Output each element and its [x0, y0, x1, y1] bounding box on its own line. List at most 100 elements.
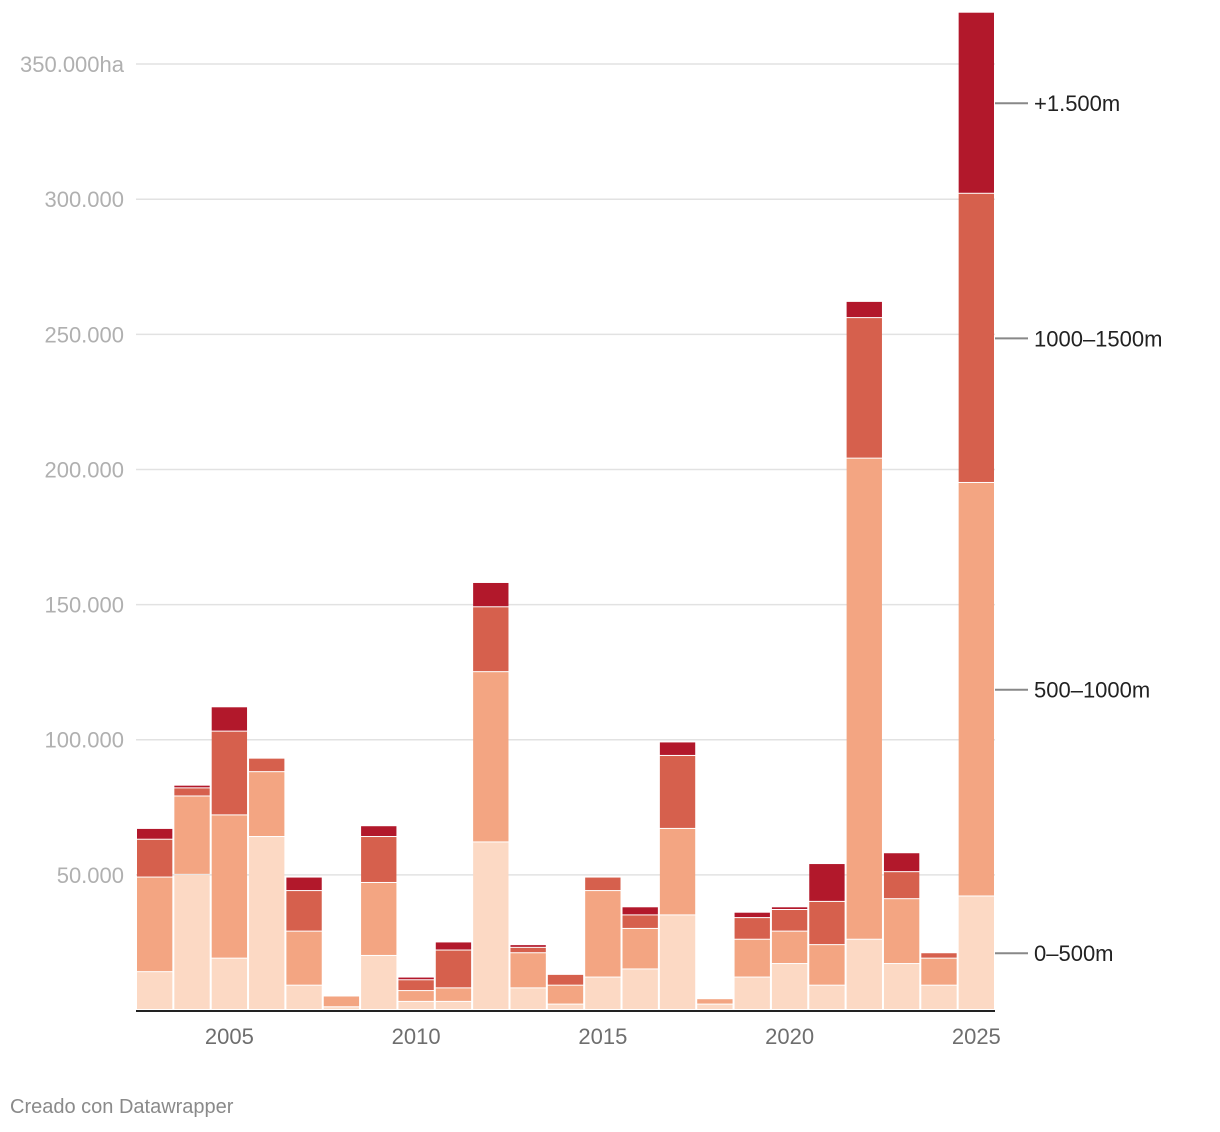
legend-label: 0–500m [1034, 941, 1114, 966]
y-tick-label: 350.000ha [20, 52, 125, 77]
bar-segment-2016-s1 [622, 928, 658, 969]
bar-segment-2011-s1 [435, 988, 472, 1001]
bar-segment-2024-s0 [921, 985, 957, 1009]
bar-segment-2011-s3 [435, 942, 472, 950]
x-tick-label: 2020 [765, 1024, 814, 1049]
bar-segment-2010-s3 [398, 977, 434, 980]
bar-segment-2008-s1 [323, 996, 360, 1007]
bar-segment-2017-s2 [659, 755, 696, 828]
bar-segment-2010-s1 [398, 991, 434, 1001]
bar-segment-2003-s3 [137, 828, 173, 839]
bar-segment-2005-s0 [211, 958, 248, 1009]
bar-segment-2009-s2 [361, 837, 397, 882]
bar-segment-2019-s2 [734, 918, 770, 939]
bar-segment-2006-s0 [249, 837, 285, 1009]
bar-segment-2016-s3 [622, 907, 658, 915]
legend-label: +1.500m [1034, 91, 1120, 116]
bar-segment-2010-s2 [398, 980, 434, 991]
bar-segment-2014-s1 [547, 985, 584, 1004]
bar-segment-2019-s0 [734, 977, 770, 1009]
bar-segment-2021-s0 [809, 985, 845, 1009]
y-tick-label: 50.000 [57, 863, 124, 888]
bar-segment-2022-s0 [846, 939, 882, 1009]
bar-segment-2010-s0 [398, 1001, 434, 1009]
bar-segment-2013-s2 [510, 947, 546, 953]
y-tick-label: 200.000 [44, 457, 124, 482]
bar-segment-2025-s1 [958, 482, 994, 896]
bar-segment-2015-s0 [585, 977, 621, 1009]
bar-segment-2007-s2 [286, 891, 322, 931]
bar-segment-2023-s3 [883, 853, 920, 872]
bar-segment-2006-s2 [249, 758, 285, 772]
bar-segment-2012-s1 [473, 672, 509, 842]
bar-segment-2009-s0 [361, 955, 397, 1009]
x-tick-label: 2025 [952, 1024, 1001, 1049]
legend: 0–500m 500–1000m 1000–1500m +1.500m [995, 91, 1162, 966]
bar-segment-2004-s0 [174, 874, 210, 1009]
bar-segment-2005-s2 [211, 731, 248, 815]
bar-segment-2012-s3 [473, 582, 509, 607]
bar-segment-2011-s0 [435, 1001, 472, 1009]
bar-segment-2018-s1 [697, 999, 733, 1004]
bar-segment-2004-s1 [174, 796, 210, 874]
bar-segment-2023-s0 [883, 964, 920, 1009]
bar-segment-2008-s0 [323, 1007, 360, 1009]
bar-segment-2007-s1 [286, 931, 322, 985]
bar-segment-2020-s0 [771, 964, 808, 1009]
bar-segment-2007-s3 [286, 877, 322, 891]
y-tick-label: 100.000 [44, 728, 124, 753]
bar-segment-2014-s0 [547, 1004, 584, 1009]
legend-label: 1000–1500m [1034, 326, 1162, 351]
bar-segment-2005-s1 [211, 815, 248, 958]
bar-segment-2004-s2 [174, 788, 210, 796]
bar-segment-2020-s2 [771, 910, 808, 931]
bar-segment-2021-s3 [809, 864, 845, 901]
x-tick-label: 2015 [578, 1024, 627, 1049]
bar-segment-2012-s2 [473, 607, 509, 672]
bar-segment-2020-s3 [771, 907, 808, 909]
bar-segment-2015-s1 [585, 891, 621, 977]
bar-segment-2004-s3 [174, 785, 210, 788]
bar-segment-2003-s0 [137, 972, 173, 1009]
legend-label: 500–1000m [1034, 678, 1150, 703]
x-tick-label: 2005 [205, 1024, 254, 1049]
bar-segment-2009-s1 [361, 882, 397, 955]
bar-segment-2012-s0 [473, 842, 509, 1009]
bar-segment-2013-s1 [510, 953, 546, 988]
bar-segment-2022-s1 [846, 458, 882, 939]
bar-segment-2024-s2 [921, 953, 957, 958]
bar-segment-2016-s0 [622, 969, 658, 1009]
bar-segment-2022-s2 [846, 318, 882, 458]
bars [137, 12, 994, 1009]
bar-segment-2003-s1 [137, 877, 173, 972]
x-tick-label: 2010 [392, 1024, 441, 1049]
bar-segment-2005-s3 [211, 707, 248, 731]
bar-segment-2017-s3 [659, 742, 696, 755]
y-tick-label: 300.000 [44, 187, 124, 212]
bar-segment-2025-s0 [958, 896, 994, 1009]
bar-segment-2016-s2 [622, 915, 658, 928]
y-tick-label: 150.000 [44, 593, 124, 618]
bar-segment-2003-s2 [137, 839, 173, 877]
bar-segment-2018-s0 [697, 1004, 733, 1009]
bar-segment-2021-s2 [809, 901, 845, 945]
bar-segment-2017-s0 [659, 915, 696, 1009]
bar-segment-2022-s3 [846, 301, 882, 318]
bar-segment-2023-s2 [883, 872, 920, 899]
bar-segment-2017-s1 [659, 828, 696, 915]
bar-segment-2009-s3 [361, 826, 397, 837]
bar-segment-2007-s0 [286, 985, 322, 1009]
bar-segment-2025-s2 [958, 193, 994, 482]
y-axis-ticks: 50.000 100.000 150.000 200.000 250.000 300.00… [20, 52, 125, 888]
x-axis-ticks: 2005 2010 2015 2020 2025 [205, 1024, 1001, 1049]
credit-text: Creado con Datawrapper [10, 1096, 234, 1118]
bar-segment-2019-s1 [734, 939, 770, 977]
gridlines [136, 63, 995, 876]
bar-segment-2021-s1 [809, 945, 845, 985]
bar-segment-2015-s2 [585, 877, 621, 891]
bar-segment-2020-s1 [771, 931, 808, 964]
bar-segment-2011-s2 [435, 950, 472, 988]
bar-segment-2019-s3 [734, 912, 770, 918]
bar-segment-2024-s1 [921, 958, 957, 985]
